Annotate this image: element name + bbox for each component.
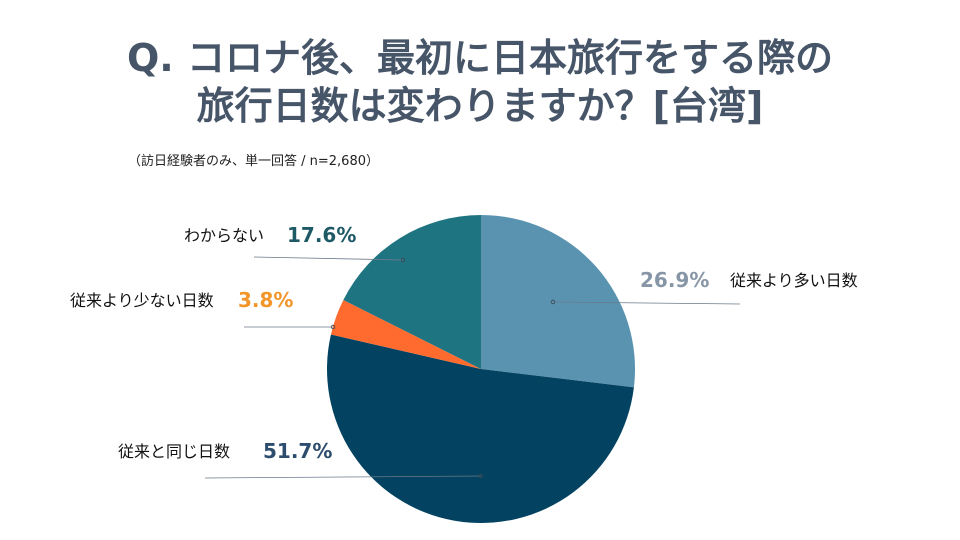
slice-value-3: 3.8%: [238, 288, 293, 312]
leader-line-2: [204, 475, 482, 479]
chart-subtitle: （訪日経験者のみ、単一回答 / n=2,680）: [128, 154, 379, 169]
pie-slice-1: [481, 215, 636, 388]
slice-label-1: 従来より多い日数: [730, 271, 858, 290]
slice-value-4: 17.6%: [287, 223, 356, 247]
leader-dot-3: [330, 324, 336, 330]
slice-label-3: 従来より少ない日数: [70, 291, 214, 310]
pie-slice-2: [326, 334, 634, 524]
slice-label-2: 従来と同じ日数: [118, 442, 230, 461]
slice-label-4: わからない: [184, 226, 264, 245]
leader-lines: [204, 256, 741, 479]
pie-slices: [326, 215, 636, 524]
chart-title-line-1: Q. コロナ後、最初に日本旅行をする際の: [127, 36, 833, 80]
slice-value-2: 51.7%: [263, 439, 332, 463]
slice-value-1: 26.9%: [640, 268, 709, 292]
slice-labels: 従来より多い日数 26.9% 従来と同じ日数 51.7% 従来より少ない日数 3.8% わか…: [70, 223, 858, 463]
pie-slice-4: [343, 215, 481, 369]
pie-slice-3: [330, 299, 481, 369]
leader-dot-1: [550, 299, 556, 305]
leader-line-4: [253, 256, 404, 261]
leader-dot-2: [478, 473, 484, 479]
chart-title: Q. コロナ後、最初に日本旅行をする際の 旅行日数は変わりますか？[台湾]: [0, 34, 960, 130]
leader-line-1: [552, 301, 741, 305]
leader-dot-4: [400, 257, 406, 263]
chart-title-line-2: 旅行日数は変わりますか？[台湾]: [196, 84, 764, 128]
